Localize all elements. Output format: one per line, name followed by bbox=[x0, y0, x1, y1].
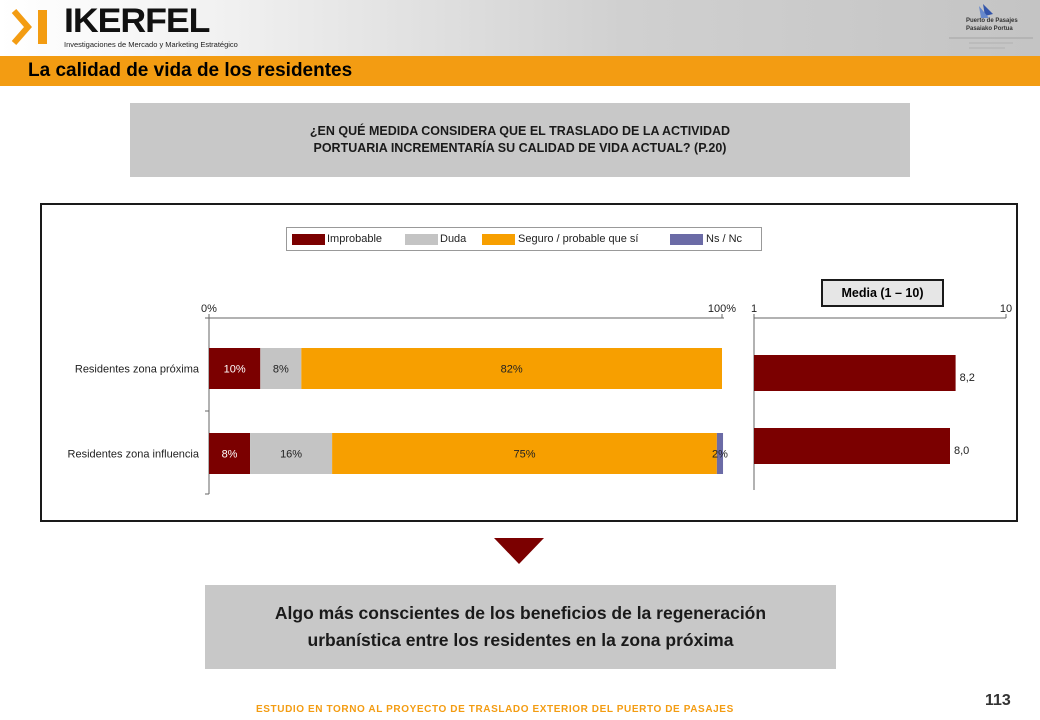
bar-seguro-probable-que-si-residentes-zona-influencia bbox=[332, 433, 717, 474]
port-name-2: Pasaiako Portua bbox=[966, 26, 1013, 32]
footer-study-title: ESTUDIO EN TORNO AL PROYECTO DE TRASLADO… bbox=[256, 704, 734, 715]
conclusion-line-1: Algo más conscientes de los beneficios d… bbox=[274, 603, 767, 623]
bar-improbable-residentes-zona-influencia bbox=[209, 433, 251, 474]
legend-swatch-improbable bbox=[292, 234, 325, 245]
category-label-residentes-zona-influencia: Residentes zona influencia bbox=[68, 449, 200, 461]
mean-label-residentes-zona-influencia: 8,0 bbox=[954, 445, 969, 457]
data-label-duda-residentes-zona-proxima: 8% bbox=[273, 364, 289, 376]
question-box: ¿EN QUÉ MEDIDA CONSIDERA QUE EL TRASLADO… bbox=[130, 103, 910, 177]
legend-label-nsnc: Ns / Nc bbox=[706, 233, 743, 245]
bar-duda-residentes-zona-influencia bbox=[250, 433, 333, 474]
mean-bar-residentes-zona-influencia bbox=[754, 428, 950, 464]
data-label-ns-nc-residentes-zona-influencia: 2% bbox=[712, 449, 728, 461]
brand-subtitle: Investigaciones de Mercado y Marketing E… bbox=[64, 40, 238, 49]
legend-label-improbable: Improbable bbox=[327, 233, 383, 245]
bar-duda-residentes-zona-proxima bbox=[260, 348, 302, 389]
legend-swatch-nsnc bbox=[670, 234, 703, 245]
port-name-1: Puerto de Pasajes bbox=[966, 18, 1018, 24]
data-label-seguro-probable-que-si-residentes-zona-influencia: 75% bbox=[513, 449, 535, 461]
legend-swatch-duda bbox=[405, 234, 438, 245]
data-label-duda-residentes-zona-influencia: 16% bbox=[280, 449, 302, 461]
question-line-1: ¿EN QUÉ MEDIDA CONSIDERA QUE EL TRASLADO… bbox=[309, 124, 731, 138]
section-title-bar bbox=[0, 56, 1040, 86]
stacked-x-tick-label-0: 0% bbox=[201, 303, 217, 315]
mean-bar-residentes-zona-proxima bbox=[754, 355, 956, 391]
data-label-improbable-residentes-zona-influencia: 8% bbox=[222, 449, 238, 461]
category-label-residentes-zona-proxima: Residentes zona próxima bbox=[75, 364, 200, 376]
chart-frame bbox=[40, 203, 1018, 522]
bar-ns-nc-residentes-zona-influencia bbox=[716, 433, 724, 474]
header-band bbox=[0, 0, 1040, 56]
conclusion-box: Algo más conscientes de los beneficios d… bbox=[205, 585, 836, 669]
section-title: La calidad de vida de los residentes bbox=[28, 60, 353, 81]
legend-swatch-seguro bbox=[482, 234, 515, 245]
ikerfel-logo-mark bbox=[11, 9, 47, 45]
question-line-2: PORTUARIA INCREMENTARÍA SU CALIDAD DE VI… bbox=[313, 141, 727, 155]
data-label-improbable-residentes-zona-proxima: 10% bbox=[224, 364, 246, 376]
mean-x-tick-label-0: 1 bbox=[751, 303, 757, 315]
bar-improbable-residentes-zona-proxima bbox=[209, 348, 261, 389]
down-arrow-icon bbox=[494, 538, 544, 564]
media-chart-title: Media (1 – 10) bbox=[821, 279, 944, 307]
stacked-x-tick-label-1: 100% bbox=[708, 303, 736, 315]
mean-x-tick-label-1: 10 bbox=[1000, 303, 1012, 315]
port-logo bbox=[949, 4, 1033, 49]
page-number: 113 bbox=[985, 692, 1011, 709]
legend-label-duda: Duda bbox=[440, 233, 467, 245]
brand-logo-text: IKERFEL bbox=[64, 2, 210, 40]
data-label-seguro-probable-que-si-residentes-zona-proxima: 82% bbox=[501, 364, 523, 376]
chart-legend: Improbable Duda Seguro / probable que sí… bbox=[286, 227, 762, 251]
mean-label-residentes-zona-proxima: 8,2 bbox=[960, 372, 975, 384]
legend-label-seguro: Seguro / probable que sí bbox=[518, 233, 639, 245]
conclusion-line-2: urbanística entre los residentes en la z… bbox=[307, 630, 734, 650]
bar-seguro-probable-que-si-residentes-zona-proxima bbox=[301, 348, 722, 389]
